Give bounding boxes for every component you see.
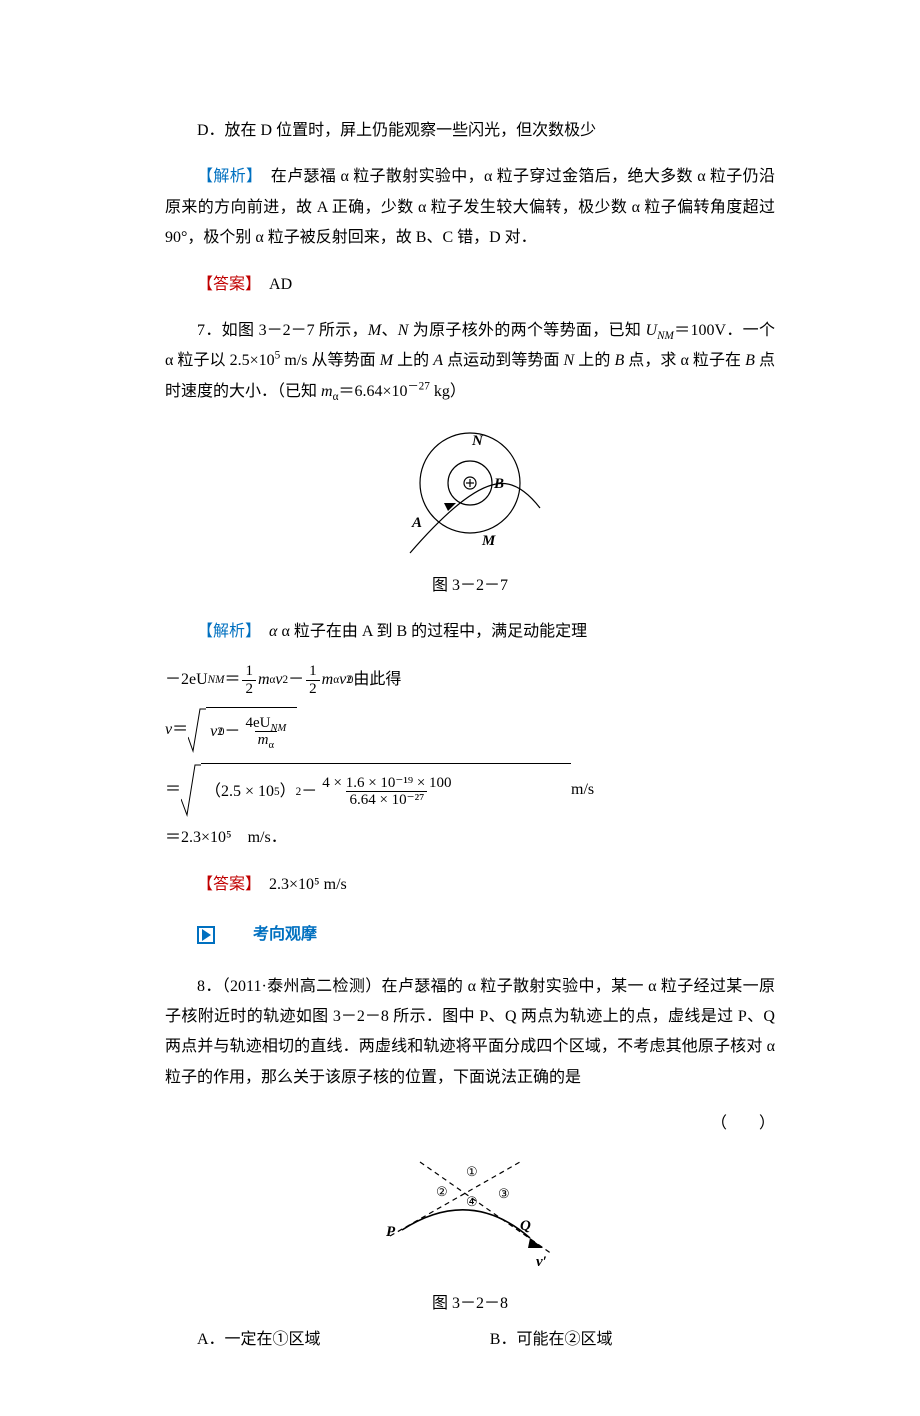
q7-part-e: m/s 从等势面 bbox=[280, 352, 379, 369]
eq1-m1: m bbox=[258, 665, 270, 695]
eq2-sqrt: v20 － 4eUNM mα bbox=[188, 707, 297, 753]
eq1-half1: 1 2 bbox=[242, 663, 256, 697]
analysis-label: 【解析】 bbox=[197, 168, 254, 185]
answer-7: 【答案】 2.3×10⁵ m/s bbox=[165, 870, 775, 900]
answer-paren: （ ） bbox=[711, 1115, 775, 1132]
equation-1: －2eUNM＝ 1 2 mα v2 － 1 2 mα v20 由此得 bbox=[165, 663, 775, 697]
eq2-frac: 4eUNM mα bbox=[242, 715, 289, 749]
fig7-M: M bbox=[481, 533, 496, 549]
answer-6-value: AD bbox=[253, 276, 292, 293]
q7-exp-27: －27 bbox=[407, 380, 429, 392]
analysis-6: 【解析】 在卢瑟福 α 粒子散射实验中，α 粒子穿过金箔后，绝大多数 α 粒子仍… bbox=[165, 162, 775, 253]
eq3-frac: 4 × 1.6 × 10⁻¹⁹ × 100 6.64 × 10⁻²⁷ bbox=[319, 775, 454, 809]
q7-part-l: kg） bbox=[430, 383, 466, 400]
fig8-P: P bbox=[386, 1224, 396, 1240]
fig7-A: A bbox=[411, 515, 422, 531]
analysis-7: 【解析】 α α 粒子在由 A 到 B 的过程中，满足动能定理 bbox=[165, 617, 775, 647]
eq1-tail: 由此得 bbox=[353, 665, 401, 695]
q7-m: m bbox=[321, 383, 333, 400]
q7-part-c: 为原子核外的两个等势面，已知 bbox=[408, 322, 645, 339]
q7-part-f: 上的 bbox=[393, 352, 433, 369]
fig8-Q: Q bbox=[520, 1218, 531, 1234]
section-badge: 考向观摩 bbox=[197, 920, 317, 950]
eq2-v0: v bbox=[210, 717, 217, 747]
eq3-a: （2.5 × 10 bbox=[205, 777, 274, 807]
a7-alpha: α bbox=[269, 623, 277, 640]
figure-3-2-8: ① ② ③ ④ P Q v′ bbox=[165, 1156, 775, 1285]
fig8-r3: ③ bbox=[498, 1186, 510, 1201]
equation-2: v＝ v20 － 4eUNM mα bbox=[165, 707, 775, 753]
answer-7-value: 2.3×10⁵ m/s bbox=[253, 876, 347, 893]
option-d-text: D．放在 D 位置时，屏上仍能观察一些闪光，但次数极少 bbox=[165, 116, 775, 146]
eq1-half2: 1 2 bbox=[306, 663, 320, 697]
q7-part-h: 上的 bbox=[574, 352, 614, 369]
question-8-paren: （ ） bbox=[165, 1109, 775, 1139]
answer-label-7: 【答案】 bbox=[197, 876, 253, 893]
fig8-svg: ① ② ③ ④ P Q v′ bbox=[380, 1156, 560, 1274]
eq3-minus: － bbox=[301, 777, 317, 807]
section-title: 考向观摩 bbox=[221, 920, 317, 950]
q7-M2: M bbox=[380, 352, 393, 369]
question-7: 7．如图 3－2－7 所示，M、N 为原子核外的两个等势面，已知 UNM＝100… bbox=[165, 316, 775, 407]
fig7-N: N bbox=[471, 433, 484, 449]
figure-3-2-8-caption: 图 3－2－8 bbox=[165, 1289, 775, 1319]
fig8-r4: ④ bbox=[466, 1194, 478, 1209]
q7-U: U bbox=[646, 322, 658, 339]
q7-N1: N bbox=[398, 322, 409, 339]
fig8-r1: ① bbox=[466, 1164, 478, 1179]
q7-A: A bbox=[433, 352, 443, 369]
q7-part-k: ＝6.64×10 bbox=[338, 383, 407, 400]
eq1-m2: m bbox=[322, 665, 334, 695]
fig7-B: B bbox=[493, 476, 504, 492]
eq3-b: ） bbox=[280, 777, 296, 807]
figure-3-2-7: N B A M bbox=[165, 423, 775, 566]
q7-part-g: 点运动到等势面 bbox=[443, 352, 563, 369]
q7-M1: M bbox=[368, 322, 381, 339]
equation-3: ＝ （2.5 × 105）2 － 4 × 1.6 × 10⁻¹⁹ × 100 6… bbox=[165, 763, 775, 817]
answer-label: 【答案】 bbox=[197, 276, 253, 293]
section-direction: 考向观摩 bbox=[165, 916, 775, 956]
eq2-minus: － bbox=[224, 717, 240, 747]
equation-4: ＝2.3×10⁵ m/s． bbox=[165, 823, 775, 853]
eq1-v: v bbox=[275, 665, 282, 695]
analysis-7-body: α 粒子在由 A 到 B 的过程中，满足动能定理 bbox=[281, 623, 587, 640]
play-icon bbox=[197, 926, 215, 944]
q7-part-a: 7．如图 3－2－7 所示， bbox=[197, 322, 368, 339]
eq1-v0: v bbox=[339, 665, 346, 695]
q7-N2: N bbox=[564, 352, 575, 369]
q7-B1: B bbox=[614, 352, 624, 369]
q7-sep1: 、 bbox=[381, 322, 398, 339]
analysis-6-body: 在卢瑟福 α 粒子散射实验中，α 粒子穿过金箔后，绝大多数 α 粒子仍沿原来的方… bbox=[165, 168, 775, 246]
analysis-label-7: 【解析】 bbox=[197, 623, 253, 640]
question-8-options: A．一定在①区域 B．可能在②区域 bbox=[165, 1325, 775, 1355]
eq1-eq: ＝ bbox=[224, 665, 240, 695]
q7-part-i: 点，求 α 粒子在 bbox=[624, 352, 745, 369]
eq4-body: ＝2.3×10⁵ m/s． bbox=[165, 829, 287, 846]
fig8-r2: ② bbox=[436, 1184, 448, 1199]
fig7-svg: N B A M bbox=[390, 423, 550, 555]
q7-NM: NM bbox=[657, 330, 674, 342]
option-b-8: B．可能在②区域 bbox=[458, 1325, 613, 1355]
question-8: 8．（2011·泰州高二检测）在卢瑟福的 α 粒子散射实验中，某一 α 粒子经过… bbox=[165, 972, 775, 1094]
eq3-sqrt: （2.5 × 105）2 － 4 × 1.6 × 10⁻¹⁹ × 100 6.6… bbox=[181, 763, 571, 817]
eq3-lead: ＝ bbox=[165, 775, 181, 805]
eq3-unit: m/s bbox=[571, 775, 594, 805]
q8-body: 8．（2011·泰州高二检测）在卢瑟福的 α 粒子散射实验中，某一 α 粒子经过… bbox=[165, 978, 775, 1086]
fig8-v: v′ bbox=[536, 1254, 547, 1270]
figure-3-2-7-caption: 图 3－2－7 bbox=[165, 571, 775, 601]
option-d: D．放在 D 位置时，屏上仍能观察一些闪光，但次数极少 bbox=[197, 122, 596, 139]
eq2-v: v bbox=[165, 715, 172, 745]
eq1-minus: － bbox=[288, 665, 304, 695]
eq1-lhs: －2eU bbox=[165, 665, 208, 695]
eq2-eq: ＝ bbox=[172, 715, 188, 745]
answer-6: 【答案】 AD bbox=[165, 270, 775, 300]
q7-B2: B bbox=[745, 352, 755, 369]
option-a-8: A．一定在①区域 bbox=[165, 1325, 458, 1355]
